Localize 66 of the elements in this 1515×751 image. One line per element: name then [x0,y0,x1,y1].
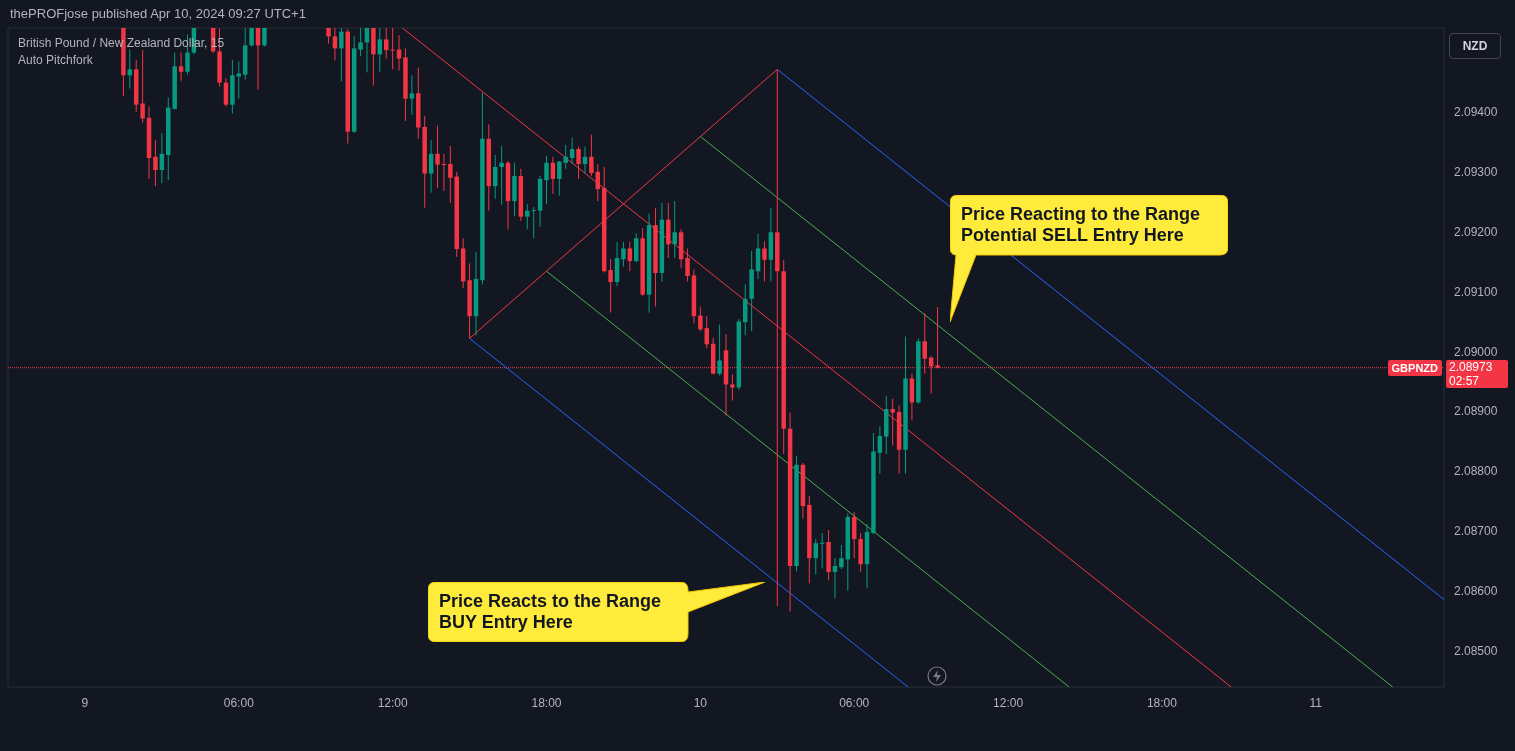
y-tick-label: 2.08600 [1454,584,1498,599]
x-tick-label: 12:00 [993,696,1024,710]
candlestick [448,145,453,204]
text: thePROFjose published Apr 10, 2024 09:27 UTC+1 [10,6,306,21]
y-tick-label: 2.09400 [1454,104,1498,119]
candlestick [698,306,703,332]
y-tick-label: 2.08900 [1454,404,1498,419]
annotation: Price Reacts to the Range BUY Entry Here [439,591,662,633]
candlestick [531,206,536,239]
candlestick [339,28,344,82]
candlestick [236,61,242,100]
candlestick [409,74,415,116]
candlestick [762,240,767,282]
annotation: Price Reacting to the Range Potential SELL Entry Here [961,204,1201,246]
candlestick [140,49,145,124]
candlestick [377,28,383,73]
candlestick [627,241,633,272]
candlestick [262,28,267,48]
candlestick [890,398,895,447]
candlestick [441,153,447,192]
y-tick-label: 2.08800 [1454,464,1498,479]
ref-line-label: GBPNZD [1387,359,1442,376]
candlestick [717,324,722,376]
y-tick-label: 2.09100 [1454,284,1498,299]
x-tick-label: 18:00 [531,696,562,710]
y-tick-label: 2.08700 [1454,524,1498,539]
x-tick-label: 11 [1309,696,1323,710]
x-tick-label: 9 [81,696,89,710]
candlestick [249,28,254,48]
candlestick [755,233,761,280]
candlestick [525,203,530,230]
x-tick-label: 06:00 [223,696,255,710]
candlestick [396,34,402,72]
y-tick-label: 2.09300 [1454,164,1498,179]
candlestick [589,134,594,177]
x-tick-label: 06:00 [839,696,870,710]
text: 02:57 [1449,373,1481,388]
candlestick [178,52,184,82]
candlestick [608,258,613,314]
candlestick [576,146,581,180]
candlestick [383,28,389,60]
candlestick [877,425,883,475]
x-tick-label: 18:00 [1146,696,1178,710]
candlestick [153,139,158,187]
y-axis-title: NZD [1449,33,1501,59]
y-tick-label: 2.09200 [1454,224,1498,239]
candlestick [634,232,639,263]
y-tick-label: 2.09000 [1454,344,1498,359]
candlestick [499,145,504,206]
x-tick-label: 12:00 [377,696,408,710]
candlestick [569,137,575,165]
candlestick [839,544,844,570]
candlestick [435,125,440,189]
candlestick [544,155,549,205]
y-tick-label: 2.08500 [1454,644,1498,659]
candlestick [621,241,626,267]
candlestick [390,28,395,70]
text: Auto Pitchfork [18,52,94,69]
candlestick [813,538,818,575]
candlestick [358,28,363,57]
candlestick [730,373,735,402]
x-tick-label: 10 [693,696,708,710]
candlestick [672,200,677,259]
candlestick [685,247,690,282]
text: 2.08973 [1449,359,1494,374]
candlestick [428,139,434,194]
